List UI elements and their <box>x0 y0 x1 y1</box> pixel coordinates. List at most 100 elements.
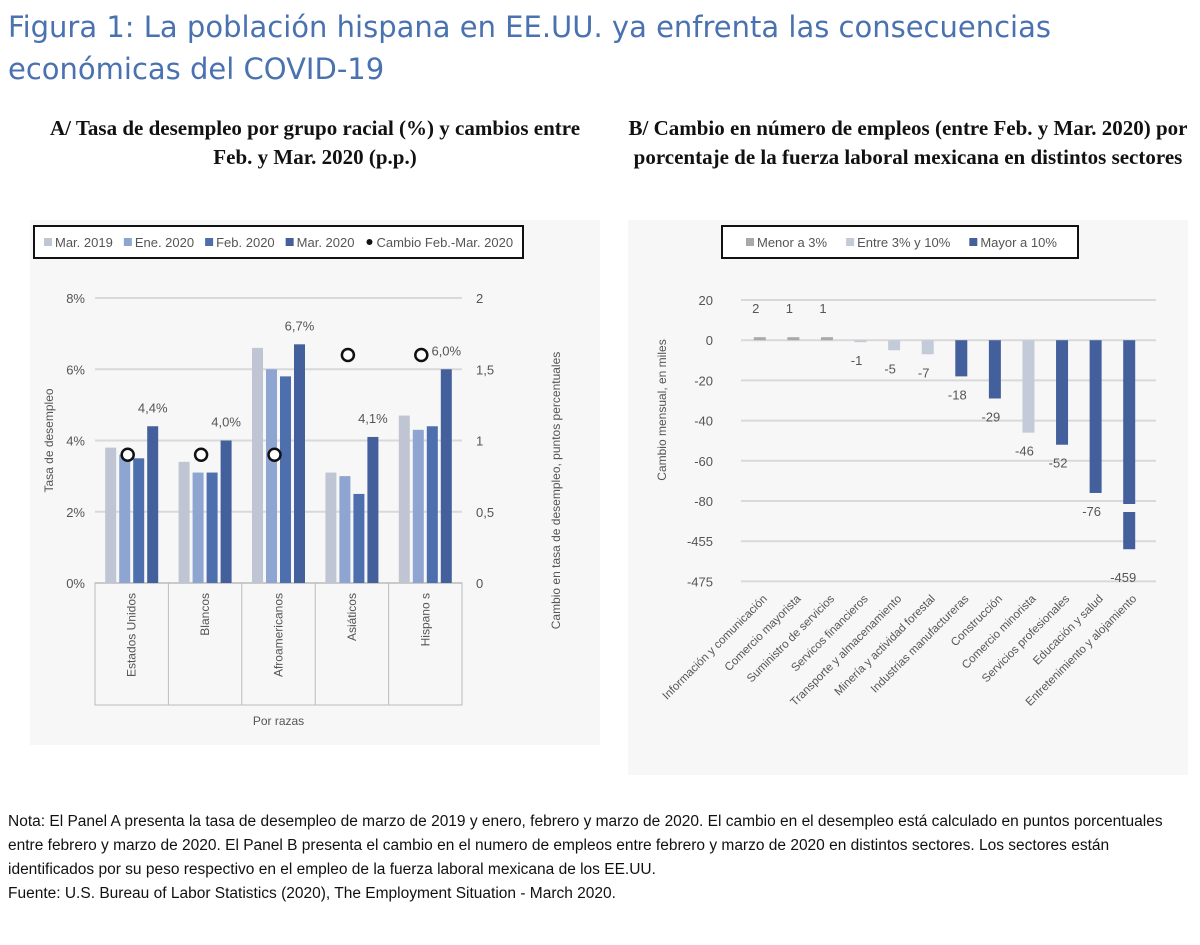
y2-tick-label: 0,5 <box>476 505 494 520</box>
panel-a: Mar. 2019 Ene. 2020 Feb. 2020 Mar. 2020 Camb… <box>30 220 600 745</box>
data-label: 6,0% <box>431 343 461 358</box>
source-text: Fuente: U.S. Bureau of Labor Statistics … <box>8 885 616 902</box>
bar <box>888 340 901 351</box>
x-tick-label: Blancos <box>198 593 212 636</box>
bar-mar-2019 <box>178 461 190 583</box>
bar <box>1056 340 1069 445</box>
change-marker <box>414 347 429 363</box>
legend-marker-circle <box>366 239 373 245</box>
data-label: 1 <box>786 301 793 316</box>
x-tick-label: Asiáticos <box>345 593 359 641</box>
legend-swatch <box>285 238 294 246</box>
x-tick-label: Hispano s <box>418 593 432 646</box>
bar <box>955 340 968 377</box>
y-tick-label: 6% <box>66 362 85 377</box>
y-tick-label: -455 <box>687 534 713 549</box>
bar-feb-2020 <box>133 458 145 583</box>
data-label: 4,4% <box>138 400 168 415</box>
y2-tick-label: 2 <box>476 291 483 306</box>
figure-title: Figura 1: La población hispana en EE.UU.… <box>8 10 1051 86</box>
bar <box>921 340 934 355</box>
data-label: -18 <box>948 387 967 402</box>
bar <box>753 337 766 341</box>
legend-swatch <box>123 238 132 246</box>
x-axis-box <box>94 582 463 706</box>
legend-label: Mar. 2019 <box>55 235 113 250</box>
y2-axis-label: Cambio en tasa de desempleo, puntos perc… <box>549 352 563 630</box>
bar-ene-2020 <box>339 476 351 583</box>
data-label: 4,1% <box>358 411 388 426</box>
y2-tick-label: 1,5 <box>476 362 494 377</box>
data-label: 1 <box>819 301 826 316</box>
y-tick-label: -20 <box>694 373 713 388</box>
data-label: -29 <box>981 409 1000 424</box>
data-label: -1 <box>851 353 863 368</box>
x-tick-label: Estados Unidos <box>125 593 139 677</box>
change-marker <box>120 447 135 462</box>
data-label: 6,7% <box>285 318 315 333</box>
bar <box>1022 340 1035 433</box>
legend-label: Mayor a 10% <box>980 235 1057 250</box>
bar <box>787 337 800 341</box>
y-axis-label: Tasa de desempleo <box>42 388 56 492</box>
legend-swatch <box>746 238 754 246</box>
y-tick-label: 8% <box>66 291 85 306</box>
y-tick-label: 2% <box>66 505 85 520</box>
note-block: Nota: El Panel A presenta la tasa de des… <box>8 810 1198 906</box>
data-label: -459 <box>1110 570 1136 585</box>
x-tick-label: Afroamericanos <box>272 593 286 677</box>
legend-swatch <box>44 238 52 246</box>
bar-mar-2019 <box>398 415 410 583</box>
data-label: -52 <box>1049 456 1068 471</box>
chart-b: Menor a 3% Entre 3% y 10% Mayor a 10% 20 0 -2… <box>655 225 1156 709</box>
bar <box>1123 340 1136 550</box>
bar-ene-2020 <box>412 429 424 583</box>
y2-tick-label: 0 <box>476 576 483 591</box>
legend-box <box>721 225 1079 259</box>
legend-label: Ene. 2020 <box>135 235 194 250</box>
bar-feb-2020 <box>353 493 365 583</box>
bar-ene-2020 <box>119 454 131 583</box>
bar-mar-2020 <box>440 369 452 583</box>
axis-break-gap <box>1121 504 1138 512</box>
legend-label: Menor a 3% <box>757 235 828 250</box>
bar-mar-2019 <box>325 472 337 583</box>
note-text: Nota: El Panel A presenta la tasa de des… <box>8 813 1163 878</box>
data-label: 2 <box>752 301 759 316</box>
legend-label: Entre 3% y 10% <box>857 235 951 250</box>
change-marker <box>267 447 282 462</box>
legend-label: Cambio Feb.-Mar. 2020 <box>376 235 513 250</box>
y-tick-label: 4% <box>66 434 85 449</box>
x-axis-label: Por razas <box>253 714 304 728</box>
y-tick-label: -40 <box>694 414 713 429</box>
change-marker <box>193 447 209 462</box>
bar-mar-2020 <box>294 344 305 583</box>
chart-a: Mar. 2019 Ene. 2020 Feb. 2020 Mar. 2020 Camb… <box>33 225 563 728</box>
bar-feb-2020 <box>426 426 438 583</box>
bar <box>1089 340 1102 493</box>
change-marker <box>340 347 356 363</box>
bar <box>988 340 1001 399</box>
data-label: 4,0% <box>211 415 241 430</box>
panel-a-title: A/ Tasa de desempleo por grupo racial (%… <box>49 116 581 169</box>
legend-swatch <box>205 238 214 246</box>
bar-feb-2020 <box>280 376 291 583</box>
bar-mar-2020 <box>220 440 232 583</box>
bar-mar-2020 <box>367 436 379 583</box>
data-label: -5 <box>884 361 896 376</box>
legend-box <box>33 225 524 259</box>
legend-label: Mar. 2020 <box>297 235 355 250</box>
legend-swatch <box>969 238 978 246</box>
y-tick-label: -475 <box>687 574 713 589</box>
bar <box>854 340 867 343</box>
y-tick-label: -60 <box>694 454 713 469</box>
bar-mar-2019 <box>105 447 117 583</box>
bar-mar-2019 <box>252 347 263 583</box>
y-tick-label: 20 <box>699 293 713 308</box>
y2-tick-label: 1 <box>476 434 483 449</box>
data-label: -46 <box>1015 444 1034 459</box>
bar <box>820 337 833 341</box>
legend-swatch <box>846 238 855 246</box>
panel-b: Menor a 3% Entre 3% y 10% Mayor a 10% 20 0 -2… <box>628 220 1188 775</box>
bar-mar-2020 <box>147 426 159 583</box>
